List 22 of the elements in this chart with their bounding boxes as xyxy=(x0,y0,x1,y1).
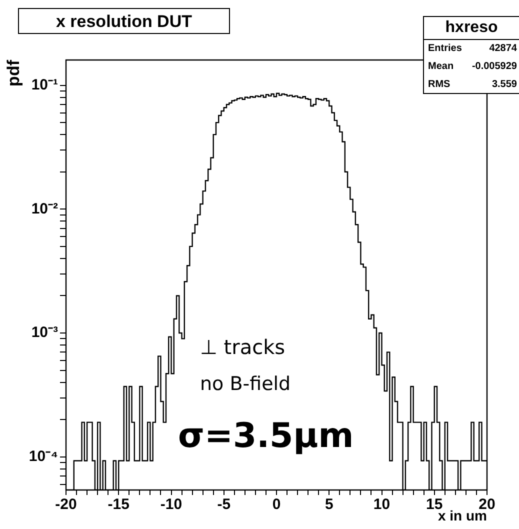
x-tick-label: -5 xyxy=(217,496,231,514)
x-tick-label: 20 xyxy=(478,496,496,514)
annotation: ⊥ tracks xyxy=(200,335,286,359)
y-axis-title: pdf xyxy=(4,60,23,86)
chart-title: x resolution DUT xyxy=(18,8,230,34)
text: RMS 3.559 xyxy=(428,79,517,90)
x-tick-label: 10 xyxy=(373,496,390,514)
x-tick-label: 0 xyxy=(272,496,281,514)
x-tick-label: -15 xyxy=(108,496,130,514)
annotation: σ=3.5μm xyxy=(178,416,354,456)
x-tick-label: -10 xyxy=(160,496,182,514)
text: Mean -0.005929 xyxy=(428,61,517,72)
y-tick-label: 10⁻³ xyxy=(31,324,58,342)
x-tick-label: 15 xyxy=(426,496,443,514)
x-tick-label: -20 xyxy=(55,496,77,514)
y-tick-label: 10⁻¹ xyxy=(31,76,58,94)
y-tick-label: 10⁻⁴ xyxy=(28,448,58,465)
x-tick-label: 5 xyxy=(324,496,334,514)
text: hxreso xyxy=(424,17,519,40)
text: Entries 42874 xyxy=(428,43,517,54)
y-tick-label: 10⁻² xyxy=(31,200,58,218)
annotation: no B-field xyxy=(200,373,291,395)
